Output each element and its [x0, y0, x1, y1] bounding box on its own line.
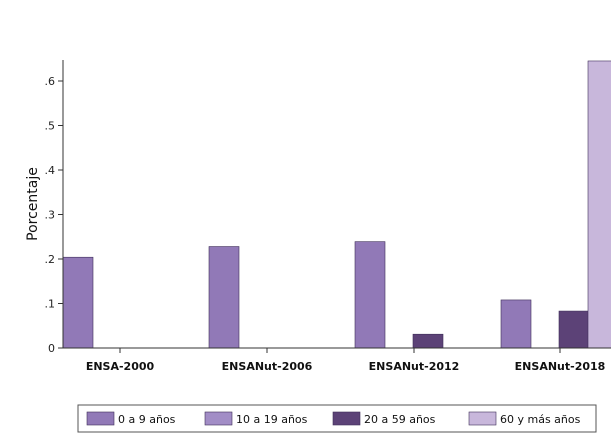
legend-label: 0 a 9 años: [118, 413, 176, 426]
legend-swatch: [332, 411, 361, 426]
bar-ensanut-2012-series-1: [354, 241, 386, 349]
y-axis-label: Porcentaje: [25, 167, 41, 241]
y-tick-label: .1: [45, 298, 56, 311]
y-tick-label: .6: [45, 75, 56, 88]
legend-label: 60 y más años: [500, 413, 581, 426]
legend-label: 20 a 59 años: [364, 413, 436, 426]
x-tick-label: ENSANut-2018: [515, 360, 606, 373]
y-tick-label: .4: [45, 164, 56, 177]
y-ticks: 0 .1 .2 .3 .4 .5 .6: [45, 75, 63, 355]
axes: [62, 60, 611, 349]
legend-swatch: [468, 411, 497, 426]
x-tick-label: ENSA-2000: [86, 360, 155, 373]
plot-area: [62, 60, 611, 349]
bar-ensanut-2006-series-1: [208, 246, 240, 349]
bar-ensa-2000-series-1: [62, 256, 94, 349]
legend: 0 a 9 años 10 a 19 años 20 a 59 años 60 y m…: [77, 404, 597, 433]
bar-ensanut-2018-series-4: [587, 60, 611, 349]
bar-ensanut-2018-series-3: [558, 310, 590, 349]
legend-swatch: [204, 411, 233, 426]
legend-swatch: [86, 411, 115, 426]
x-tick-label: ENSANut-2006: [222, 360, 313, 373]
x-tick-label: ENSANut-2012: [369, 360, 460, 373]
bar-ensanut-2012-series-3: [412, 333, 444, 349]
bar-ensanut-2018-series-1: [500, 299, 532, 349]
y-tick-label: .3: [45, 209, 56, 222]
x-tick-labels: ENSA-2000 ENSANut-2006 ENSANut-2012 ENSANut…: [86, 348, 605, 373]
legend-label: 10 a 19 años: [236, 413, 308, 426]
y-tick-label: .5: [45, 120, 56, 133]
y-tick-label: 0: [48, 342, 55, 355]
y-tick-label: .2: [45, 253, 56, 266]
